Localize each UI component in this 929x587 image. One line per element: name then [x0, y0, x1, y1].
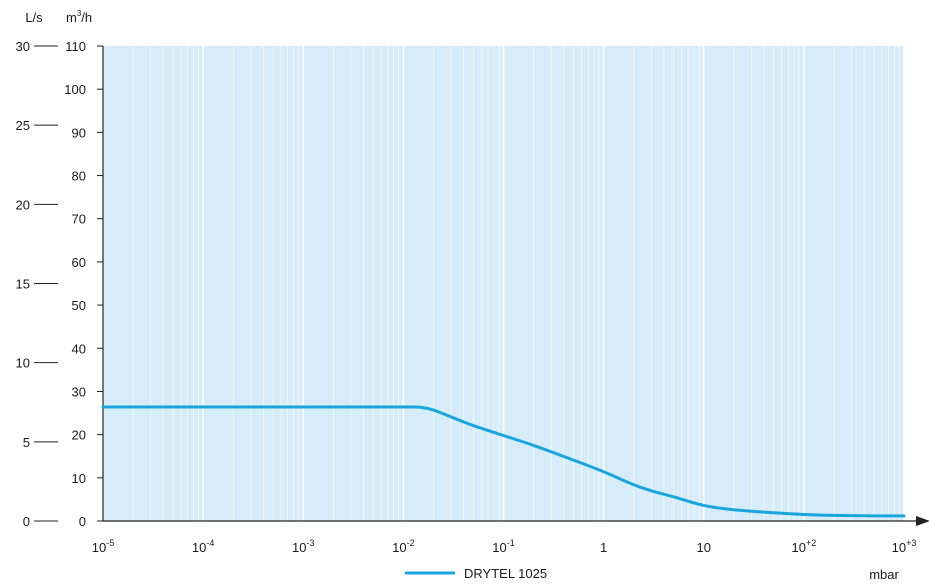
x-tick-label: 10-4 [192, 538, 214, 555]
y2-tick-label: 10 [16, 356, 30, 371]
y2-tick-label: 5 [23, 435, 30, 450]
x-tick-label: 1 [600, 540, 607, 555]
y2-tick-label: 30 [16, 39, 30, 54]
y2-tick-label: 0 [23, 514, 30, 529]
y-tick-label: 0 [79, 514, 86, 529]
y2-tick-label: 25 [16, 118, 30, 133]
y-tick-label: 70 [72, 212, 86, 227]
x-tick-label: 10+3 [892, 538, 917, 555]
y2-tick-label: 20 [16, 197, 30, 212]
x-axis-unit-label: mbar [869, 567, 899, 582]
series-line-drytel-1025 [101, 405, 906, 518]
y-tick-label: 30 [72, 384, 86, 399]
x-tick-label: 10 [697, 540, 711, 555]
y-tick-label: 90 [72, 125, 86, 140]
x-tick-label: 10-2 [392, 538, 414, 555]
x-tick-label: 10-1 [492, 538, 514, 555]
x-axis-arrow [916, 516, 929, 526]
y-axis-unit-label: m3/h [66, 9, 92, 25]
grid-lines [102, 46, 905, 521]
y-tick-label: 100 [64, 82, 86, 97]
x-tick-label: 10+2 [792, 538, 817, 555]
y2-axis-unit-label: L/s [25, 10, 43, 25]
legend-label: DRYTEL 1025 [464, 566, 547, 581]
y-tick-label: 60 [72, 255, 86, 270]
y-tick-label: 40 [72, 341, 86, 356]
y-tick-label: 10 [72, 471, 86, 486]
x-tick-label: 10-5 [92, 538, 114, 555]
y-tick-label: 110 [65, 39, 86, 54]
y-tick-label: 20 [72, 428, 86, 443]
y-tick-label: 50 [72, 298, 86, 313]
y-tick-label: 80 [72, 169, 86, 184]
axes [102, 46, 929, 526]
y2-tick-label: 15 [16, 277, 30, 292]
tick-labels: 010203040506070809010011005101520253010-… [16, 39, 917, 555]
x-tick-label: 10-3 [292, 538, 314, 555]
